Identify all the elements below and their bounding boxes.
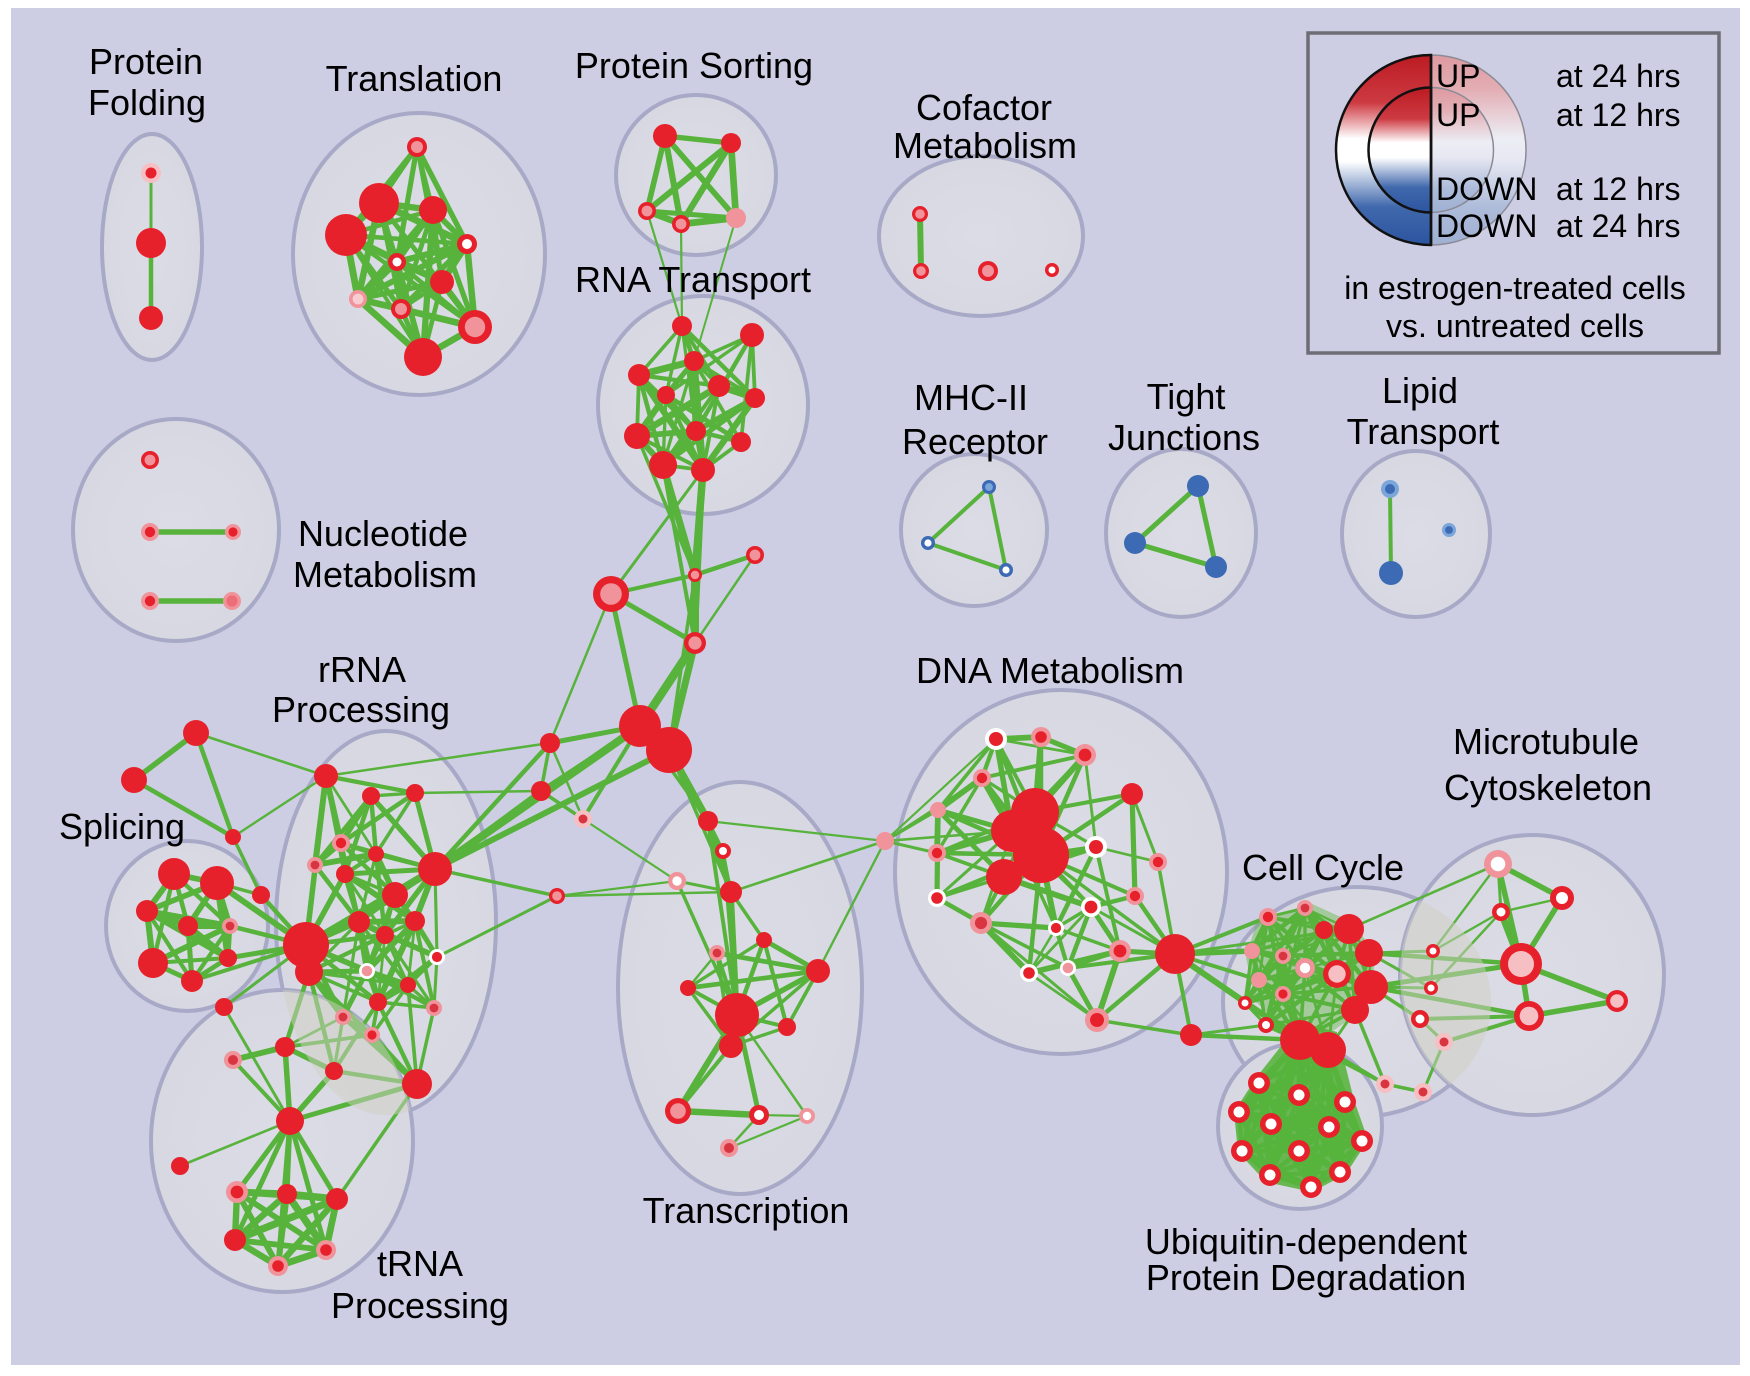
svg-text:Folding: Folding — [88, 82, 206, 123]
svg-text:Protein: Protein — [89, 41, 203, 82]
svg-text:Junctions: Junctions — [1108, 417, 1260, 458]
svg-text:Tight: Tight — [1147, 376, 1226, 417]
svg-text:vs. untreated cells: vs. untreated cells — [1386, 308, 1644, 344]
svg-text:at 12 hrs: at 12 hrs — [1556, 97, 1681, 133]
svg-text:Microtubule: Microtubule — [1453, 721, 1639, 762]
svg-text:at 24 hrs: at 24 hrs — [1556, 208, 1681, 244]
svg-text:Processing: Processing — [272, 689, 450, 730]
svg-text:Receptor: Receptor — [902, 421, 1048, 462]
svg-text:Protein Sorting: Protein Sorting — [575, 45, 813, 86]
svg-text:Splicing: Splicing — [59, 806, 185, 847]
svg-text:UP: UP — [1436, 97, 1480, 133]
svg-text:DOWN: DOWN — [1436, 208, 1537, 244]
svg-text:Ubiquitin-dependent: Ubiquitin-dependent — [1145, 1221, 1467, 1262]
svg-text:Lipid: Lipid — [1382, 370, 1458, 411]
svg-text:MHC-II: MHC-II — [914, 377, 1028, 418]
svg-text:RNA Transport: RNA Transport — [575, 259, 811, 300]
svg-text:Nucleotide: Nucleotide — [298, 513, 468, 554]
svg-text:tRNA: tRNA — [377, 1243, 463, 1284]
svg-text:at 12 hrs: at 12 hrs — [1556, 171, 1681, 207]
svg-text:Metabolism: Metabolism — [293, 554, 477, 595]
svg-text:Processing: Processing — [331, 1285, 509, 1326]
svg-text:DNA Metabolism: DNA Metabolism — [916, 650, 1184, 691]
svg-text:at 24 hrs: at 24 hrs — [1556, 58, 1681, 94]
svg-text:Cofactor: Cofactor — [916, 87, 1052, 128]
svg-text:UP: UP — [1436, 58, 1480, 94]
svg-text:rRNA: rRNA — [318, 649, 406, 690]
svg-text:Cytoskeleton: Cytoskeleton — [1444, 767, 1652, 808]
svg-text:Translation: Translation — [326, 58, 503, 99]
svg-text:Transcription: Transcription — [643, 1190, 850, 1231]
svg-text:Metabolism: Metabolism — [893, 125, 1077, 166]
svg-text:Protein Degradation: Protein Degradation — [1146, 1257, 1466, 1298]
svg-text:in estrogen-treated cells: in estrogen-treated cells — [1344, 270, 1686, 306]
svg-text:Cell Cycle: Cell Cycle — [1242, 847, 1404, 888]
svg-text:DOWN: DOWN — [1436, 171, 1537, 207]
svg-text:Transport: Transport — [1347, 411, 1500, 452]
